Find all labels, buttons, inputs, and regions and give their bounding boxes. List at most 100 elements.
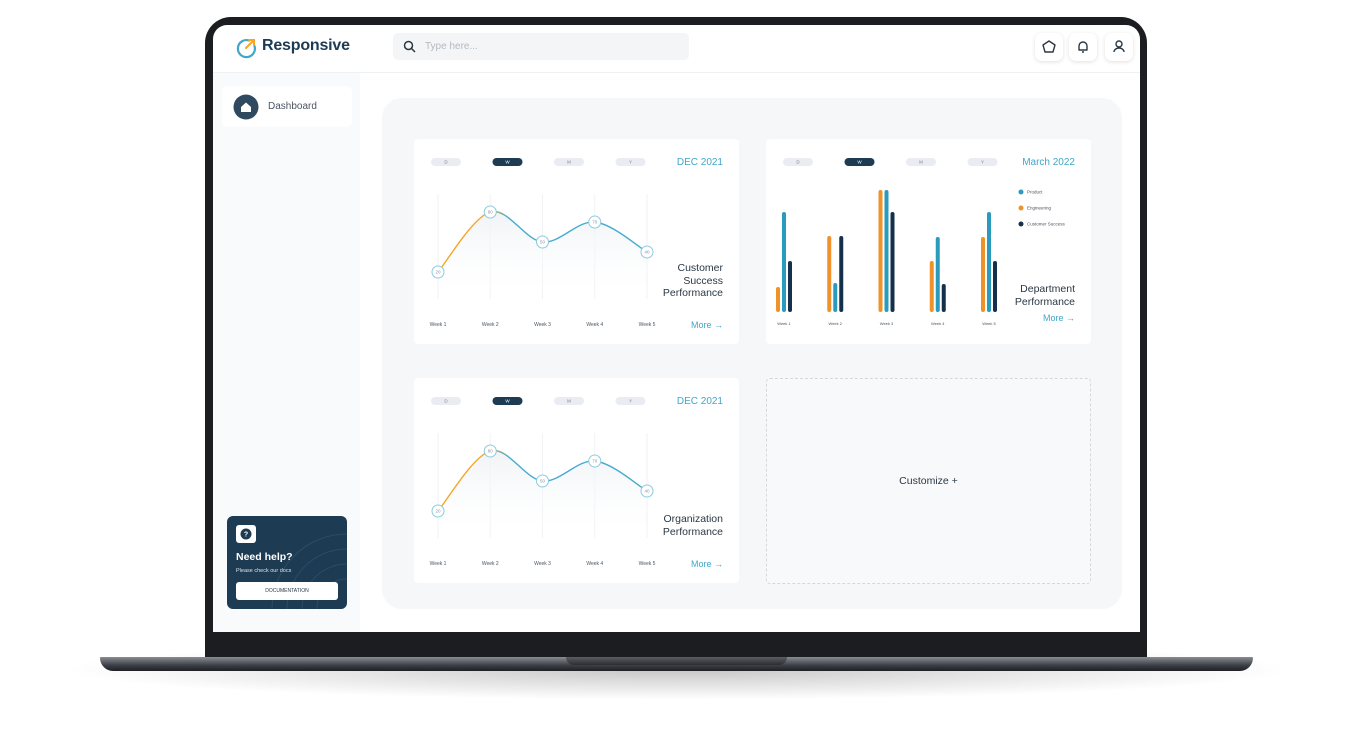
logo[interactable]: Responsive bbox=[262, 37, 350, 54]
tab-label: Y bbox=[981, 160, 984, 165]
tab[interactable] bbox=[431, 397, 461, 405]
help-card: ? Need help? Please check our docs DOCUM… bbox=[227, 516, 347, 609]
chart: D W M Y Week 1 Week 2 Week 3 Week 4 Week 5 Produc… bbox=[776, 158, 1066, 326]
x-tick-label: Week 5 bbox=[639, 322, 656, 328]
bar bbox=[782, 212, 786, 312]
bar bbox=[929, 261, 934, 312]
bar bbox=[884, 190, 889, 312]
chart-card: D W M Y 20 Week 1 80 Week 2 50 Week 3 70 Week 4 40 We… bbox=[414, 139, 739, 344]
tab[interactable] bbox=[615, 158, 646, 166]
bar bbox=[827, 236, 832, 312]
customize-label: Customize + bbox=[899, 475, 958, 487]
bar bbox=[788, 261, 792, 312]
tab[interactable] bbox=[844, 158, 875, 166]
period[interactable]: DEC 2021 bbox=[676, 396, 723, 407]
search-icon bbox=[403, 40, 416, 53]
more-link[interactable]: More → bbox=[690, 559, 723, 569]
period[interactable]: March 2022 bbox=[1022, 157, 1075, 168]
point bbox=[640, 484, 654, 498]
logo-icon bbox=[236, 39, 256, 59]
x-tick-label: Week 4 bbox=[586, 322, 603, 328]
point-label: 20 bbox=[435, 270, 441, 275]
sidebar: Dashboard ? Need help? Please check our … bbox=[213, 73, 360, 632]
point-label: 40 bbox=[644, 489, 650, 494]
help-text: Please check our docs bbox=[236, 568, 292, 574]
svg-text:?: ? bbox=[244, 532, 248, 539]
bar bbox=[776, 287, 780, 312]
bar bbox=[839, 236, 844, 312]
tab-label: Y bbox=[629, 399, 632, 404]
more-link[interactable]: More → bbox=[1042, 313, 1075, 323]
x-tick-label: Week 4 bbox=[586, 561, 603, 567]
legend-swatch bbox=[1018, 205, 1024, 211]
nav-label: Dashboard bbox=[268, 101, 317, 112]
tab[interactable] bbox=[554, 397, 584, 405]
tab-label: D bbox=[796, 160, 800, 165]
laptop-notch bbox=[566, 657, 787, 665]
docs-button[interactable]: DOCUMENTATION bbox=[236, 582, 338, 600]
legend-label: Engineering bbox=[1027, 206, 1052, 211]
tab-label: D bbox=[444, 399, 448, 404]
tab[interactable] bbox=[783, 158, 813, 166]
search-box[interactable]: Type here... bbox=[393, 33, 689, 60]
tab[interactable] bbox=[615, 397, 646, 405]
legend-swatch bbox=[1018, 221, 1024, 227]
nav-item[interactable]: Dashboard bbox=[222, 86, 352, 127]
tab[interactable] bbox=[554, 158, 584, 166]
tab[interactable] bbox=[492, 158, 523, 166]
chart: D W M Y 20 Week 1 80 Week 2 50 Week 3 70 Week 4 40 We… bbox=[430, 397, 656, 567]
period[interactable]: DEC 2021 bbox=[676, 157, 723, 168]
header: Responsive Type here... bbox=[213, 25, 1140, 73]
x-tick-label: Week 3 bbox=[534, 561, 551, 567]
help-decor: ? bbox=[236, 525, 347, 609]
chart: D W M Y 20 Week 1 80 Week 2 50 Week 3 70 Week 4 40 We… bbox=[430, 158, 656, 328]
x-tick-label: Week 2 bbox=[829, 321, 843, 326]
point-label: 40 bbox=[644, 250, 650, 255]
more-link[interactable]: More → bbox=[690, 320, 723, 330]
bar bbox=[993, 261, 997, 312]
point bbox=[588, 215, 602, 229]
card-title: Department Performance bbox=[1014, 283, 1075, 308]
tab-label: M bbox=[919, 160, 923, 165]
tab-label: W bbox=[505, 160, 510, 165]
profile-button[interactable] bbox=[1105, 33, 1133, 61]
search-placeholder: Type here... bbox=[425, 41, 478, 52]
tab[interactable] bbox=[967, 158, 998, 166]
tab-label: M bbox=[567, 160, 571, 165]
tab-label: Y bbox=[629, 160, 632, 165]
tab-label: W bbox=[505, 399, 510, 404]
x-tick-label: Week 2 bbox=[482, 561, 499, 567]
tab[interactable] bbox=[906, 158, 936, 166]
tab[interactable] bbox=[431, 158, 461, 166]
legend-label: Product bbox=[1027, 190, 1043, 195]
x-tick-label: Week 4 bbox=[931, 321, 945, 326]
point bbox=[483, 444, 497, 458]
customize-card[interactable]: Customize + bbox=[766, 378, 1091, 584]
bar bbox=[941, 284, 946, 312]
line-area bbox=[438, 211, 647, 299]
tab-label: D bbox=[444, 160, 448, 165]
tab[interactable] bbox=[492, 397, 523, 405]
home-icon bbox=[233, 94, 259, 120]
bar bbox=[987, 212, 991, 312]
point bbox=[431, 504, 445, 518]
point-label: 50 bbox=[540, 479, 546, 484]
screen: Responsive Type here... Dashboard ? Need… bbox=[213, 25, 1140, 632]
chart-card: D W M Y Week 1 Week 2 Week 3 Week 4 Week 5 Produc… bbox=[766, 139, 1091, 344]
bar bbox=[935, 237, 940, 312]
notification-button[interactable] bbox=[1069, 33, 1097, 61]
settings-button[interactable] bbox=[1035, 33, 1063, 61]
point-label: 80 bbox=[488, 210, 494, 215]
card-title: Customer Success Performance bbox=[662, 262, 723, 299]
point bbox=[588, 454, 602, 468]
bar bbox=[981, 237, 985, 312]
x-tick-label: Week 1 bbox=[430, 322, 447, 328]
chart-card: D W M Y 20 Week 1 80 Week 2 50 Week 3 70 Week 4 40 We… bbox=[414, 378, 739, 583]
point bbox=[640, 245, 654, 259]
main-panel: D W M Y 20 Week 1 80 Week 2 50 Week 3 70 Week 4 40 We… bbox=[382, 98, 1122, 609]
point bbox=[483, 205, 497, 219]
line-area bbox=[438, 450, 647, 538]
point-label: 70 bbox=[592, 459, 598, 464]
x-tick-label: Week 3 bbox=[880, 321, 894, 326]
